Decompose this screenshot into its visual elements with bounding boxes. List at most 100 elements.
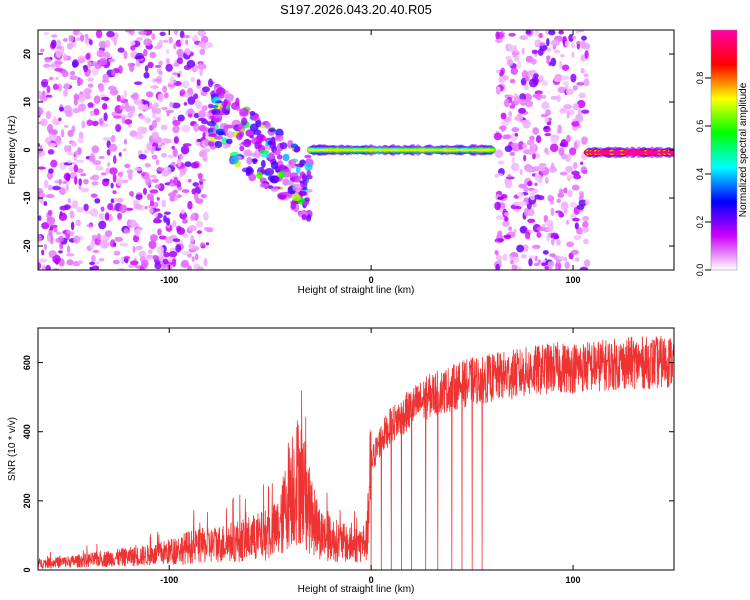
heatmap-cell <box>268 152 275 160</box>
heatmap-cell <box>555 266 559 270</box>
heatmap-cell <box>249 152 258 157</box>
heatmap-cell <box>187 108 194 115</box>
heatmap-cell <box>503 211 510 216</box>
heatmap-cell <box>239 145 245 152</box>
colorbar-axis: 0.0 0.2 0.4 0.6 0.8 <box>695 72 711 276</box>
heatmap-cell <box>134 167 143 171</box>
heatmap-cell <box>510 259 514 265</box>
heatmap-cell <box>579 266 589 270</box>
heatmap-cell <box>572 103 580 111</box>
heatmap-cell <box>566 219 570 225</box>
heatmap-cell <box>161 170 170 177</box>
heatmap-cell <box>45 110 52 120</box>
heatmap-cell <box>523 154 527 162</box>
heatmap-cell <box>211 108 221 116</box>
heatmap-cell <box>236 105 241 111</box>
heatmap-cell <box>537 259 542 264</box>
heatmap-cell <box>282 153 290 162</box>
heatmap-cell <box>583 137 589 142</box>
heatmap-cell <box>549 200 555 205</box>
heatmap-cell <box>292 183 302 192</box>
heatmap-cell <box>198 151 206 158</box>
heatmap-cell <box>173 79 177 84</box>
heatmap-cell <box>138 153 147 160</box>
colorbar-tick-label: 0.8 <box>695 72 705 85</box>
heatmap-cell <box>582 169 588 175</box>
heatmap-cell <box>110 134 116 143</box>
heatmap-cell <box>549 253 556 257</box>
heatmap-cell <box>494 250 499 255</box>
heatmap-cell <box>170 161 176 167</box>
heatmap-cell <box>58 117 62 122</box>
heatmap-cell <box>210 145 217 150</box>
x-tick-label: -100 <box>160 575 178 585</box>
heatmap-cell <box>125 30 132 33</box>
heatmap-cell <box>204 138 210 146</box>
heatmap-cell <box>173 62 180 67</box>
heatmap-cell <box>158 70 163 75</box>
snr-series-line <box>38 335 674 570</box>
heatmap-cell <box>74 176 78 185</box>
heatmap-cell <box>160 124 168 131</box>
heatmap-cell <box>72 61 78 68</box>
snr-x-label: Height of straight line (km) <box>298 584 415 595</box>
heatmap-cell <box>557 192 565 198</box>
heatmap-cell <box>50 250 56 257</box>
heatmap-cell <box>187 265 192 270</box>
heatmap-cell <box>520 77 527 86</box>
heatmap-cell <box>196 220 204 228</box>
x-tick-label: 0 <box>369 575 374 585</box>
heatmap-cell <box>155 107 162 115</box>
heatmap-cell <box>145 257 152 261</box>
heatmap-cell <box>558 188 564 194</box>
heatmap-cell <box>173 30 179 36</box>
heatmap-cell <box>60 129 65 138</box>
heatmap-cell <box>500 112 507 120</box>
heatmap-cell <box>56 45 63 50</box>
heatmap-cell <box>111 111 117 117</box>
heatmap-cell <box>527 180 533 187</box>
heatmap-cell <box>518 201 528 206</box>
heatmap-cell <box>113 32 119 39</box>
heatmap-cell <box>531 49 539 55</box>
heatmap-cell <box>573 142 578 150</box>
heatmap-cell <box>40 118 48 127</box>
heatmap-cell <box>79 34 85 42</box>
heatmap-cell <box>135 134 144 140</box>
heatmap-cell <box>571 51 575 59</box>
heatmap-cell <box>202 132 206 139</box>
heatmap-cell <box>560 201 569 211</box>
heatmap-cell <box>203 258 208 267</box>
heatmap-cell <box>199 178 206 182</box>
heatmap-cell <box>539 42 546 46</box>
heatmap-cell <box>569 147 577 156</box>
heatmap-cell <box>111 69 116 77</box>
heatmap-cell <box>54 180 59 184</box>
heatmap-cell <box>291 194 301 202</box>
heatmap-cell <box>270 160 279 170</box>
heatmap-cell <box>157 228 162 236</box>
heatmap-cell <box>51 129 58 136</box>
heatmap-cell <box>51 185 61 191</box>
heatmap-cell <box>62 180 68 185</box>
heatmap-cell <box>156 245 164 255</box>
heatmap-cell <box>225 93 235 102</box>
heatmap-cell <box>89 110 95 117</box>
heatmap-cell <box>176 227 186 235</box>
heatmap-cell <box>65 183 69 192</box>
heatmap-cell <box>149 234 158 242</box>
heatmap-cell <box>95 30 103 39</box>
heatmap-cell <box>198 62 203 71</box>
heatmap-cell <box>39 192 46 198</box>
heatmap-cell <box>500 126 506 132</box>
heatmap-cell <box>518 183 527 189</box>
colorbar-frame <box>710 29 738 271</box>
heatmap-cell <box>572 84 579 91</box>
heatmap-cell <box>532 152 536 160</box>
heatmap-cell <box>140 259 149 268</box>
heatmap-cell <box>509 104 516 109</box>
heatmap-cell <box>177 73 181 78</box>
heatmap-cell <box>547 194 552 199</box>
heatmap-cell <box>178 153 184 160</box>
heatmap-cell <box>578 92 586 99</box>
